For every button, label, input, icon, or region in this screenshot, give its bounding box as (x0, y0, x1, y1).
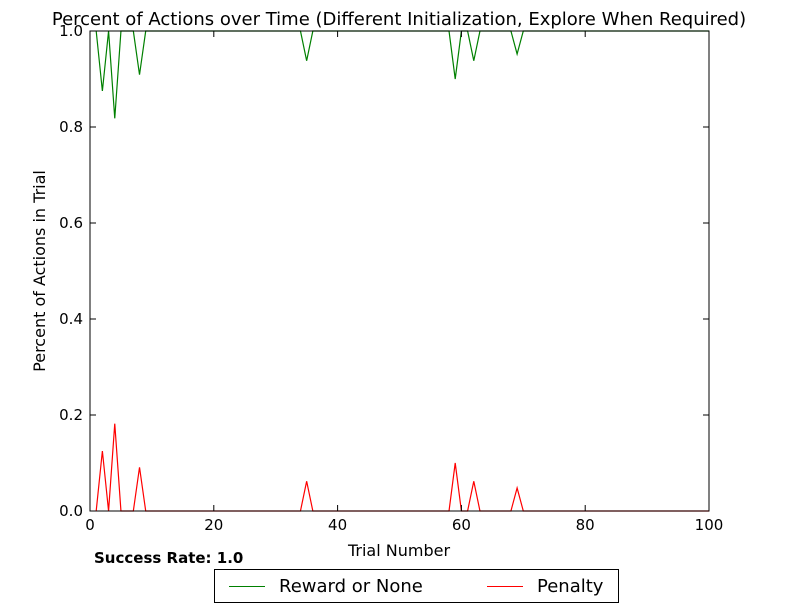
x-tick-label: 40 (328, 516, 347, 534)
x-tick-label: 60 (452, 516, 471, 534)
x-tick-label: 100 (695, 516, 724, 534)
legend-swatch-reward (229, 585, 265, 587)
y-tick-label: 0.4 (59, 310, 83, 328)
y-axis-label: Percent of Actions in Trial (30, 170, 49, 372)
y-tick-label: 0.8 (59, 118, 83, 136)
ticks-layer: 0 20 40 60 80 100 0.0 0.2 0.4 0.6 0.8 1.0 (59, 22, 723, 534)
series-line-reward-or-none (95, 30, 709, 119)
plot-frame (89, 30, 710, 512)
legend-item-reward: Reward or None (229, 570, 423, 602)
y-tick-label: 0.6 (59, 214, 83, 232)
x-tick-label: 0 (85, 516, 95, 534)
x-tick-label: 80 (576, 516, 595, 534)
chart-title: Percent of Actions over Time (Different … (52, 9, 746, 30)
legend-swatch-penalty (487, 585, 523, 587)
legend-label-penalty: Penalty (537, 575, 604, 597)
y-tick-label: 1.0 (59, 22, 83, 40)
series-layer (95, 30, 709, 512)
series-line-penalty (95, 423, 709, 512)
legend: Reward or None Penalty (214, 569, 619, 603)
x-axis-label: Trial Number (347, 541, 450, 560)
y-tick-label: 0.2 (59, 406, 83, 424)
legend-label-reward: Reward or None (279, 575, 423, 597)
legend-item-penalty: Penalty (487, 570, 603, 602)
success-rate-annotation: Success Rate: 1.0 (94, 549, 244, 567)
y-tick-label: 0.0 (59, 502, 83, 520)
x-tick-label: 20 (204, 516, 223, 534)
